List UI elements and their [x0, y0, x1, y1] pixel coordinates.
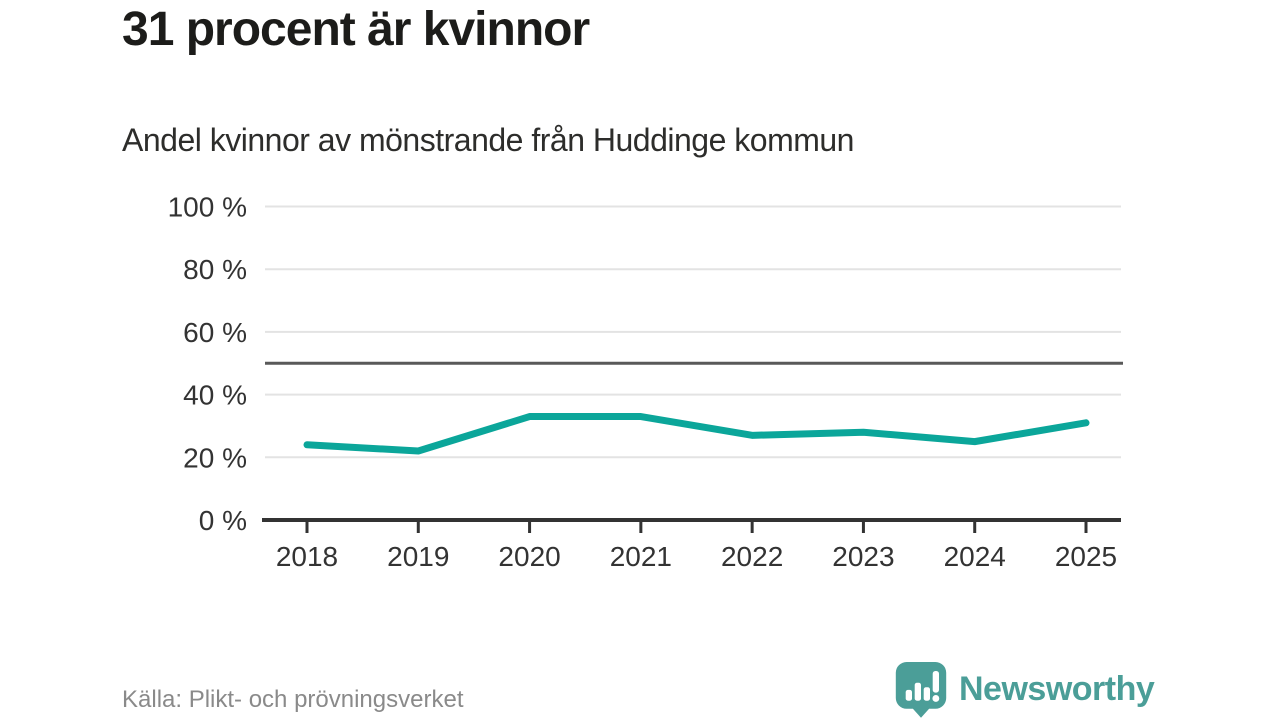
source-caption: Källa: Plikt- och prövningsverket: [122, 686, 464, 713]
page-title: 31 procent är kvinnor: [122, 3, 590, 56]
bar-medium: [923, 687, 930, 701]
y-tick-label: 20 %: [183, 442, 247, 473]
y-tick-label: 100 %: [168, 192, 247, 223]
y-tick-label: 40 %: [183, 380, 247, 411]
y-tick-label: 80 %: [183, 254, 247, 285]
y-tick-label: 60 %: [183, 317, 247, 348]
exclamation-bar: [932, 671, 939, 693]
x-tick-label: 2024: [944, 541, 1006, 572]
x-tick-label: 2025: [1055, 541, 1117, 572]
chart-subtitle: Andel kvinnor av mönstrande från Hudding…: [122, 122, 854, 158]
y-tick-label: 0 %: [199, 505, 247, 536]
bar-tall: [914, 682, 921, 701]
newsworthy-speech-bubble-barchart-icon: [895, 662, 947, 718]
x-tick-label: 2019: [387, 541, 449, 572]
bar-short: [905, 689, 912, 701]
exclamation-dot: [932, 695, 940, 702]
x-tick-label: 2022: [721, 541, 783, 572]
x-tick-label: 2023: [832, 541, 894, 572]
data-line: [303, 413, 1090, 455]
newsworthy-logo: Newsworthy: [894, 660, 1155, 718]
x-tick-label: 2020: [498, 541, 560, 572]
x-tick-label: 2018: [276, 541, 338, 572]
brand-name: Newsworthy: [959, 669, 1155, 708]
x-tick-label: 2021: [610, 541, 672, 572]
